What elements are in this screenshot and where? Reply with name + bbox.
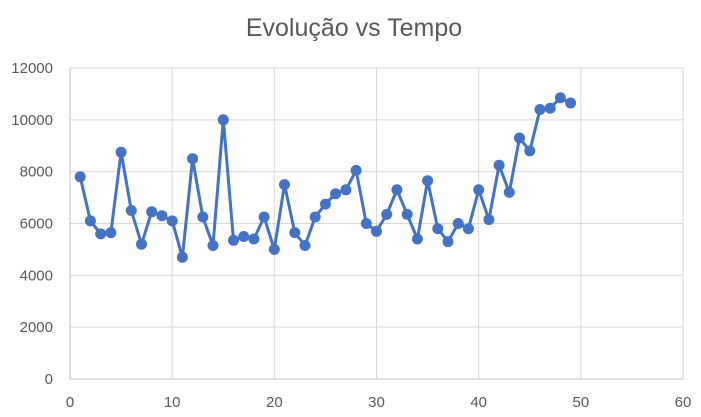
data-point bbox=[401, 208, 413, 220]
data-point bbox=[136, 238, 147, 250]
chart-title: Evolução vs Tempo bbox=[246, 14, 462, 42]
data-point bbox=[483, 214, 495, 226]
data-point bbox=[422, 175, 434, 187]
data-point bbox=[258, 211, 270, 223]
y-tick-label: 10000 bbox=[11, 112, 53, 129]
data-point bbox=[514, 132, 525, 144]
data-point bbox=[452, 218, 464, 229]
y-tick-label: 12000 bbox=[11, 60, 53, 77]
data-point bbox=[176, 251, 188, 263]
data-point bbox=[95, 228, 107, 240]
y-tick-label: 4000 bbox=[20, 267, 53, 284]
data-point bbox=[432, 223, 444, 235]
data-point bbox=[279, 179, 290, 191]
data-series bbox=[74, 92, 577, 263]
y-tick-label: 2000 bbox=[20, 319, 53, 336]
x-tick-label: 0 bbox=[66, 394, 74, 411]
data-point bbox=[340, 184, 352, 196]
data-point bbox=[217, 114, 229, 126]
data-point bbox=[330, 188, 342, 200]
x-tick-label: 20 bbox=[266, 394, 283, 411]
data-point bbox=[493, 159, 505, 171]
data-point bbox=[554, 92, 566, 104]
data-point bbox=[371, 225, 382, 237]
data-point bbox=[289, 227, 301, 239]
data-point bbox=[360, 218, 372, 229]
data-point bbox=[207, 240, 219, 251]
data-point bbox=[105, 227, 117, 239]
data-point bbox=[411, 233, 423, 245]
y-tick-label: 6000 bbox=[20, 216, 53, 233]
data-point bbox=[309, 211, 321, 223]
data-point bbox=[74, 171, 86, 183]
data-point bbox=[146, 206, 158, 218]
data-point bbox=[534, 104, 546, 115]
data-point bbox=[473, 184, 485, 196]
x-tick-label: 50 bbox=[572, 394, 589, 411]
x-tick-label: 30 bbox=[368, 394, 385, 411]
data-point bbox=[350, 164, 362, 176]
data-point bbox=[228, 234, 239, 246]
x-tick-label: 10 bbox=[164, 394, 181, 411]
data-point bbox=[544, 102, 556, 114]
data-point bbox=[462, 223, 474, 235]
data-point bbox=[391, 184, 403, 196]
data-point bbox=[187, 153, 199, 165]
data-point bbox=[268, 243, 280, 255]
axes bbox=[69, 68, 683, 380]
data-point bbox=[503, 186, 515, 198]
data-point bbox=[84, 215, 96, 227]
data-point bbox=[156, 210, 168, 222]
y-tick-label: 8000 bbox=[20, 164, 53, 181]
y-tick-label: 0 bbox=[45, 371, 53, 388]
gridlines bbox=[70, 67, 684, 379]
data-point bbox=[442, 236, 454, 248]
data-point bbox=[115, 146, 127, 158]
x-tick-label: 60 bbox=[675, 394, 692, 411]
tick-labels: 0 2000 4000 6000 8000 10000 12000 0 10 20 30 40 50 60 bbox=[11, 60, 691, 411]
data-point bbox=[299, 240, 311, 251]
data-point bbox=[248, 233, 260, 245]
data-point bbox=[125, 205, 137, 216]
data-point bbox=[319, 198, 331, 210]
data-point bbox=[197, 211, 209, 223]
series-line bbox=[78, 96, 573, 259]
data-point bbox=[381, 208, 393, 220]
data-point bbox=[565, 97, 577, 109]
data-point bbox=[238, 231, 250, 242]
x-tick-label: 40 bbox=[470, 394, 487, 411]
data-point bbox=[524, 145, 536, 157]
data-point bbox=[166, 215, 178, 227]
